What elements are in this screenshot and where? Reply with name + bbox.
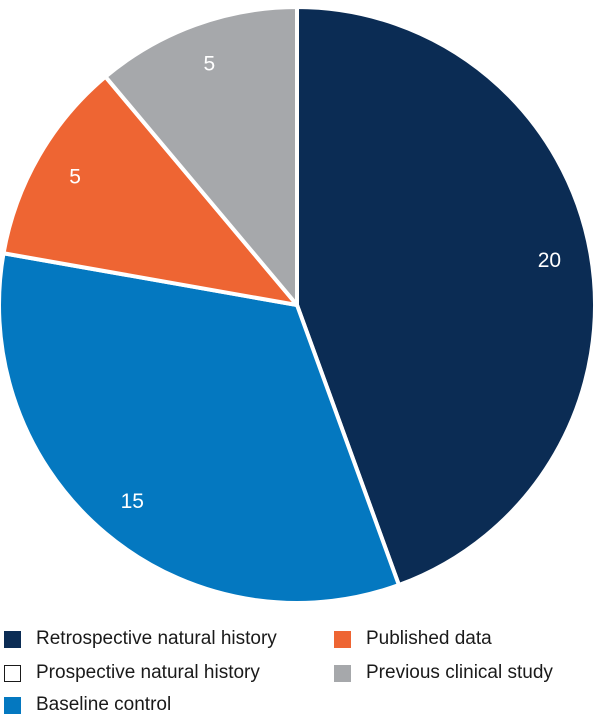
legend-item-baseline-control: Baseline control <box>4 691 171 719</box>
legend-item-prospective-natural-history: Prospective natural history <box>4 659 260 687</box>
legend-label-published-data: Published data <box>366 628 492 649</box>
pie-slice-previous-clinical-study <box>103 5 299 307</box>
pie-slice-published-data <box>1 74 299 307</box>
legend-item-previous-clinical-study: Previous clinical study <box>334 659 553 687</box>
legend-swatch-baseline-control <box>4 696 21 714</box>
pie-label-previous-clinical-study: 5 <box>203 53 215 76</box>
legend-swatch-published-data <box>334 630 351 648</box>
legend-swatch-previous-clinical-study <box>334 664 351 682</box>
legend-swatch-prospective-natural-history <box>4 664 21 682</box>
pie-label-published-data: 5 <box>69 165 81 188</box>
pie-slice-retrospective-natural-history <box>295 5 597 588</box>
pie-label-retrospective-natural-history: 20 <box>538 249 561 272</box>
pie-chart: 20 15 5 5 <box>0 5 597 605</box>
legend-swatch-retrospective-natural-history <box>4 630 21 648</box>
legend-label-previous-clinical-study: Previous clinical study <box>366 662 553 683</box>
pie-label-baseline-control: 15 <box>121 490 144 513</box>
legend-label-baseline-control: Baseline control <box>36 694 172 715</box>
legend-label-prospective-natural-history: Prospective natural history <box>36 662 260 683</box>
legend: Retrospective natural history Published … <box>4 625 594 718</box>
pie-slice-baseline-control <box>0 251 401 605</box>
legend-label-retrospective-natural-history: Retrospective natural history <box>36 628 277 649</box>
legend-item-published-data: Published data <box>334 625 492 653</box>
legend-item-retrospective-natural-history: Retrospective natural history <box>4 625 277 653</box>
